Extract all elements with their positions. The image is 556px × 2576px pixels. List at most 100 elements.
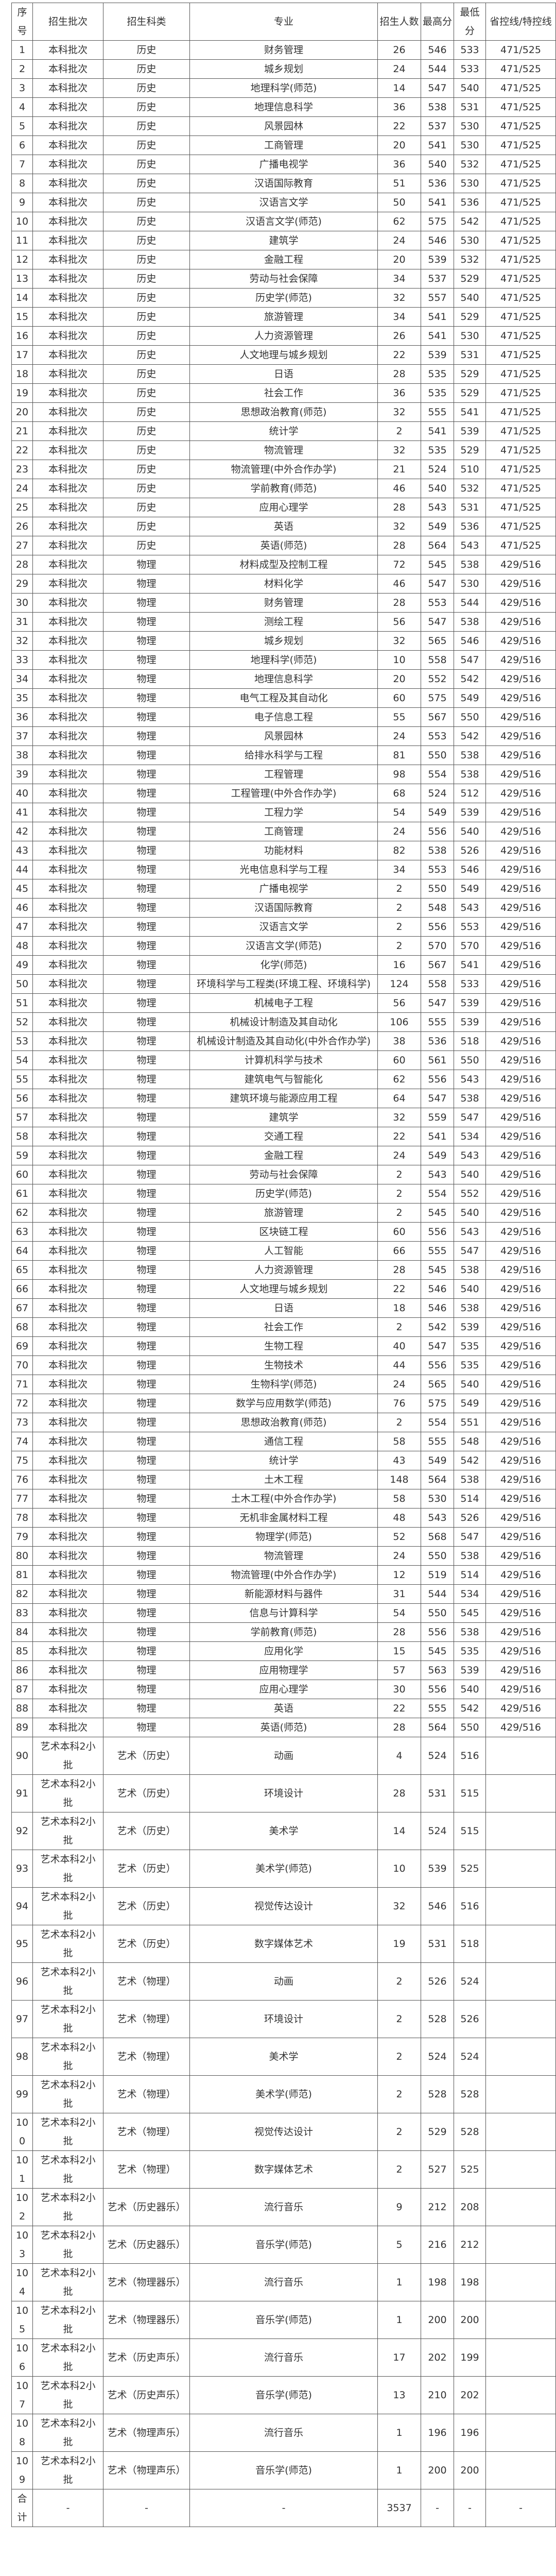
cell-serial-number: 75 bbox=[11, 1451, 33, 1470]
cell-min-score: 532 bbox=[454, 155, 486, 174]
table-row: 103 艺术本科2小批 艺术（历史器乐） 音乐学(师范) 5 216 212 bbox=[11, 2226, 556, 2264]
cell-major: 电气工程及其自动化 bbox=[189, 688, 378, 708]
cell-subject-category: 物理 bbox=[103, 1565, 190, 1585]
cell-subject-category: 艺术（物理器乐） bbox=[103, 2301, 190, 2339]
total-control-line: - bbox=[485, 2489, 556, 2527]
cell-serial-number: 57 bbox=[11, 1108, 33, 1127]
cell-enrollment-count: 106 bbox=[377, 1012, 421, 1032]
cell-max-score: 563 bbox=[421, 1660, 454, 1680]
total-row: 合计 - - -3537- - - bbox=[11, 2489, 556, 2527]
cell-batch: 本科批次 bbox=[32, 1451, 103, 1470]
cell-batch: 本科批次 bbox=[32, 822, 103, 841]
cell-enrollment-count: 32 bbox=[377, 517, 421, 536]
cell-batch: 本科批次 bbox=[32, 1565, 103, 1585]
cell-serial-number: 1 bbox=[11, 40, 33, 60]
cell-subject-category: 物理 bbox=[103, 822, 190, 841]
cell-serial-number: 15 bbox=[11, 307, 33, 327]
cell-enrollment-count: 19 bbox=[377, 1925, 421, 1963]
cell-control-line: 471/525 bbox=[485, 460, 556, 479]
cell-major: 劳动与社会保障 bbox=[189, 269, 378, 289]
cell-max-score: 559 bbox=[421, 1108, 454, 1127]
cell-batch: 本科批次 bbox=[32, 345, 103, 365]
table-row: 7 本科批次 历史 广播电视学 36 540 532 471/525 bbox=[11, 155, 556, 174]
cell-control-line: 429/516 bbox=[485, 1165, 556, 1184]
cell-enrollment-count: 28 bbox=[377, 364, 421, 384]
cell-major: 交通工程 bbox=[189, 1127, 378, 1146]
cell-control-line: 429/516 bbox=[485, 898, 556, 918]
cell-max-score: 198 bbox=[421, 2263, 454, 2301]
cell-min-score: 529 bbox=[454, 269, 486, 289]
cell-batch: 本科批次 bbox=[32, 1108, 103, 1127]
table-row: 2 本科批次 历史 城乡规划 24 544 533 471/525 bbox=[11, 59, 556, 79]
cell-batch: 本科批次 bbox=[32, 1050, 103, 1070]
cell-batch: 本科批次 bbox=[32, 803, 103, 822]
cell-batch: 本科批次 bbox=[32, 383, 103, 403]
cell-batch: 本科批次 bbox=[32, 288, 103, 308]
cell-serial-number: 59 bbox=[11, 1146, 33, 1165]
cell-serial-number: 77 bbox=[11, 1489, 33, 1509]
cell-serial-number: 41 bbox=[11, 803, 33, 822]
cell-major: 应用物理学 bbox=[189, 1660, 378, 1680]
cell-major: 计算机科学与技术 bbox=[189, 1050, 378, 1070]
cell-serial-number: 62 bbox=[11, 1203, 33, 1223]
cell-major: 历史学(师范) bbox=[189, 1184, 378, 1204]
cell-min-score: 538 bbox=[454, 1622, 486, 1642]
table-row: 76 本科批次 物理 土木工程 148 564 538 429/516 bbox=[11, 1470, 556, 1489]
cell-max-score: 524 bbox=[421, 2038, 454, 2076]
table-row: 84 本科批次 物理 学前教育(师范) 28 556 538 429/516 bbox=[11, 1622, 556, 1642]
cell-min-score: 543 bbox=[454, 898, 486, 918]
cell-enrollment-count: 36 bbox=[377, 155, 421, 174]
cell-serial-number: 78 bbox=[11, 1508, 33, 1528]
cell-subject-category: 历史 bbox=[103, 231, 190, 250]
cell-serial-number: 2 bbox=[11, 59, 33, 79]
cell-batch: 本科批次 bbox=[32, 1089, 103, 1108]
cell-min-score: 570 bbox=[454, 936, 486, 956]
cell-control-line: 429/516 bbox=[485, 1432, 556, 1451]
cell-enrollment-count: 22 bbox=[377, 345, 421, 365]
cell-control-line: 429/516 bbox=[485, 1603, 556, 1623]
cell-major: 劳动与社会保障 bbox=[189, 1165, 378, 1184]
cell-max-score: 547 bbox=[421, 1089, 454, 1108]
cell-major: 新能源材料与器件 bbox=[189, 1584, 378, 1604]
cell-serial-number: 76 bbox=[11, 1470, 33, 1489]
cell-enrollment-count: 10 bbox=[377, 650, 421, 670]
cell-max-score: 540 bbox=[421, 479, 454, 498]
cell-serial-number: 23 bbox=[11, 460, 33, 479]
cell-subject-category: 历史 bbox=[103, 440, 190, 460]
cell-enrollment-count: 76 bbox=[377, 1394, 421, 1413]
cell-max-score: 568 bbox=[421, 1527, 454, 1547]
cell-major: 建筑学 bbox=[189, 231, 378, 250]
cell-enrollment-count: 17 bbox=[377, 2338, 421, 2377]
cell-major: 信息与计算科学 bbox=[189, 1603, 378, 1623]
cell-enrollment-count: 32 bbox=[377, 1887, 421, 1925]
cell-batch: 本科批次 bbox=[32, 917, 103, 937]
cell-major: 电子信息工程 bbox=[189, 707, 378, 727]
cell-serial-number: 32 bbox=[11, 631, 33, 651]
table-row: 4 本科批次 历史 地理信息科学 36 538 531 471/525 bbox=[11, 97, 556, 117]
cell-min-score: 534 bbox=[454, 1584, 486, 1604]
cell-min-score: 526 bbox=[454, 2000, 486, 2038]
table-row: 18 本科批次 历史 日语 28 535 529 471/525 bbox=[11, 364, 556, 384]
cell-serial-number: 56 bbox=[11, 1089, 33, 1108]
cell-min-score: 550 bbox=[454, 1050, 486, 1070]
cell-batch: 本科批次 bbox=[32, 841, 103, 860]
cell-serial-number: 102 bbox=[11, 2188, 33, 2226]
cell-max-score: 529 bbox=[421, 2113, 454, 2151]
cell-major: 动画 bbox=[189, 1962, 378, 2001]
cell-batch: 本科批次 bbox=[32, 936, 103, 956]
cell-control-line: 429/516 bbox=[485, 1336, 556, 1356]
cell-major: 测绘工程 bbox=[189, 612, 378, 632]
table-row: 98 艺术本科2小批 艺术（物理） 美术学 2 524 524 bbox=[11, 2038, 556, 2076]
cell-control-line: 429/516 bbox=[485, 612, 556, 632]
cell-max-score: 541 bbox=[421, 326, 454, 346]
cell-serial-number: 13 bbox=[11, 269, 33, 289]
table-row: 44 本科批次 物理 光电信息科学与工程 34 553 546 429/516 bbox=[11, 860, 556, 879]
cell-control-line: 429/516 bbox=[485, 669, 556, 689]
cell-serial-number: 70 bbox=[11, 1355, 33, 1375]
cell-batch: 本科批次 bbox=[32, 193, 103, 212]
cell-major: 英语(师范) bbox=[189, 1718, 378, 1737]
cell-max-score: 544 bbox=[421, 59, 454, 79]
cell-major: 流行音乐 bbox=[189, 2188, 378, 2226]
table-row: 77 本科批次 物理 土木工程(中外合作办学) 58 530 514 429/516 bbox=[11, 1489, 556, 1509]
cell-max-score: 545 bbox=[421, 555, 454, 574]
